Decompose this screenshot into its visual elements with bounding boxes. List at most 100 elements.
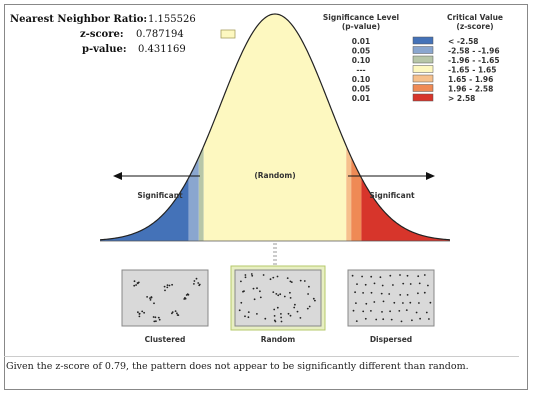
curve-outline [99, 13, 451, 241]
random-point [296, 310, 299, 313]
random-point [314, 299, 316, 302]
dispersed-point [381, 311, 383, 313]
z-score-swatch [220, 29, 236, 39]
dispersed-point [373, 282, 376, 285]
dispersed-point [423, 291, 426, 294]
clustered-point [137, 281, 140, 284]
dispersed-point [405, 309, 408, 311]
dispersed-point [390, 318, 393, 321]
curve-region [188, 157, 199, 241]
random-point [256, 287, 258, 290]
legend-z-range: < -2.58 [448, 37, 479, 46]
clustered-point [152, 316, 155, 318]
dispersed-point [356, 283, 358, 285]
random-point [308, 305, 311, 308]
random-point [240, 301, 243, 304]
random-point [275, 293, 278, 295]
clustered-point [133, 284, 136, 287]
random-point [274, 320, 277, 323]
random-point [287, 312, 290, 315]
nnr-label: Nearest Neighbor Ratio: [10, 14, 147, 25]
dispersed-point [411, 319, 413, 322]
clustered-point [174, 310, 177, 312]
dispersed-point [382, 300, 385, 303]
nnr-value: 1.155526 [148, 14, 196, 25]
legend-z-range: -1.65 - 1.65 [448, 66, 496, 75]
clustered-point [138, 312, 141, 315]
clustered-point [149, 297, 151, 299]
clustered-point [158, 318, 161, 321]
dispersed-point [370, 291, 373, 294]
curve-region [100, 177, 189, 241]
legend-swatch [412, 46, 434, 54]
dispersed-point [381, 284, 384, 287]
caption-divider [4, 356, 519, 357]
significance-level-subtitle: (p-value) [342, 22, 380, 31]
legend-z-range: -1.96 - -1.65 [448, 56, 500, 65]
legend-z-range: 1.96 - 2.58 [448, 85, 493, 94]
clustered-point [153, 320, 156, 323]
clustered-point [146, 296, 149, 298]
random-point [272, 276, 275, 279]
legend-z-range: -2.58 - -1.96 [448, 47, 500, 56]
dispersed-point [399, 294, 402, 296]
significance-level-title: Significance Level [323, 13, 399, 22]
random-point [289, 297, 292, 299]
dispersed-point [389, 310, 391, 313]
right-arrow-icon [426, 172, 435, 180]
dispersed-point [355, 302, 357, 304]
clustered-points [133, 277, 201, 323]
random-point [283, 295, 286, 298]
random-point [244, 276, 247, 279]
legend-p-value: --- [356, 66, 365, 75]
dispersed-point [415, 311, 418, 314]
clustered-point [135, 284, 138, 286]
random-label: Random [261, 335, 296, 344]
dispersed-point [418, 302, 420, 304]
dispersed-point [352, 309, 355, 312]
random-point [286, 277, 289, 279]
random-point [244, 274, 247, 276]
dispersed-point [409, 283, 412, 285]
legend-p-value: 0.05 [352, 85, 371, 94]
dispersed-point [423, 274, 426, 276]
curve-region [198, 146, 204, 241]
dispersed-point [398, 310, 401, 312]
bell-curve [99, 13, 451, 242]
random-point [273, 308, 276, 311]
significant-right-label: Significant [369, 191, 415, 200]
curve-region [203, 14, 347, 241]
random-point [280, 316, 282, 319]
clustered-label: Clustered [145, 335, 186, 344]
random-point [259, 290, 261, 293]
dispersed-point [382, 318, 385, 321]
clustered-point [155, 320, 157, 323]
random-point [289, 291, 291, 294]
random-point [240, 280, 242, 283]
dispersed-point [417, 275, 420, 278]
dispersed-point [355, 320, 358, 322]
legend-swatch [412, 93, 434, 102]
clustered-point [171, 283, 174, 286]
p-value-label: p-value: [82, 44, 127, 55]
legend-p-value: 0.10 [352, 56, 371, 65]
dispersed-point [361, 275, 363, 278]
clustered-point [184, 297, 187, 300]
clustered-point [176, 312, 178, 315]
legend-p-value: 0.05 [352, 47, 371, 56]
clustered-point [141, 310, 144, 313]
random-point [276, 275, 279, 278]
legend-swatch [412, 36, 434, 45]
random-point [276, 306, 279, 309]
random-point [299, 279, 302, 282]
z-score-label: z-score: [80, 29, 124, 40]
dispersed-point [354, 291, 356, 294]
clustered-point [143, 311, 146, 314]
dispersed-point [400, 320, 403, 323]
random-point [312, 297, 315, 300]
random-point [238, 309, 241, 312]
random-point [242, 290, 244, 293]
random-point [277, 294, 280, 297]
legend-swatch [412, 74, 434, 83]
random-point [308, 285, 310, 288]
